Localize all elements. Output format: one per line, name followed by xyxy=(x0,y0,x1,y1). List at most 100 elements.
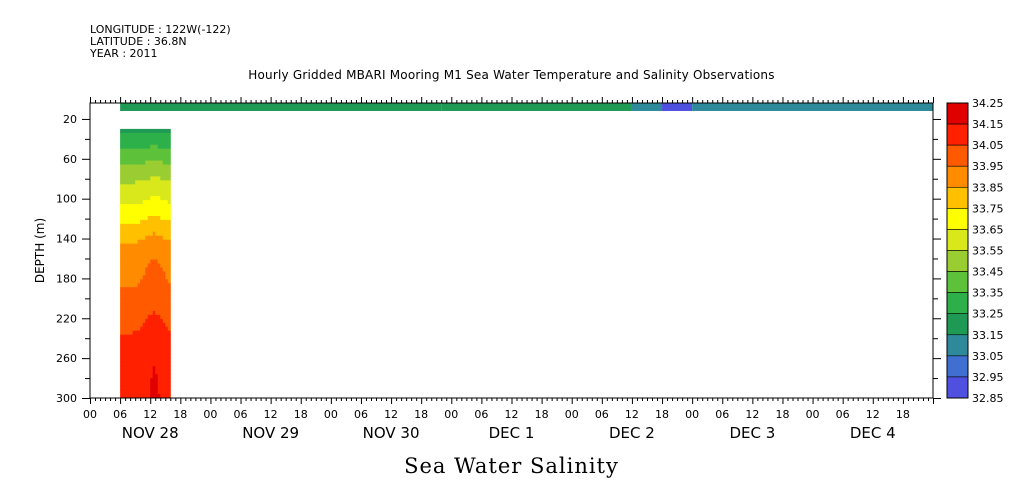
profile-cell xyxy=(152,358,156,363)
profile-cell xyxy=(167,346,171,352)
profile-cell xyxy=(135,366,139,371)
profile-cell xyxy=(162,156,166,162)
profile-cell xyxy=(157,279,161,284)
profile-cell xyxy=(165,219,169,225)
profile-cell xyxy=(120,140,124,146)
profile-cell xyxy=(167,140,171,146)
profile-cell xyxy=(152,314,156,320)
profile-cell xyxy=(150,263,154,268)
profile-cell xyxy=(150,295,154,300)
profile-cell xyxy=(137,275,141,280)
profile-cell xyxy=(122,239,126,245)
profile-cell xyxy=(122,271,126,276)
x-day-label: DEC 2 xyxy=(609,424,655,442)
profile-cell xyxy=(132,227,136,233)
profile-cell xyxy=(135,208,139,213)
profile-cell xyxy=(157,390,161,395)
profile-cell xyxy=(120,231,124,237)
profile-cell xyxy=(152,148,156,154)
x-hour-label: 06 xyxy=(354,408,368,421)
profile-cell xyxy=(127,215,131,221)
profile-cell xyxy=(125,259,129,264)
profile-cell xyxy=(155,295,159,300)
profile-cell xyxy=(140,164,144,169)
profile-cell xyxy=(130,342,134,348)
profile-cell xyxy=(147,259,151,264)
profile-cell xyxy=(160,390,164,395)
profile-cell xyxy=(120,346,124,352)
profile-cell xyxy=(145,212,149,217)
profile-cell xyxy=(125,184,129,189)
profile-cell xyxy=(142,303,146,308)
profile-cell xyxy=(140,338,144,344)
profile-cell xyxy=(155,275,159,280)
profile-cell xyxy=(120,295,124,300)
profile-cell xyxy=(130,251,134,257)
profile-cell xyxy=(132,386,136,391)
profile-cell xyxy=(140,306,144,312)
profile-cell xyxy=(142,247,146,253)
profile-cell xyxy=(137,192,141,197)
profile-cell xyxy=(140,128,144,134)
profile-cell xyxy=(127,374,131,379)
profile-cell xyxy=(157,291,161,296)
profile-cell xyxy=(127,338,131,344)
profile-cell xyxy=(142,275,146,280)
profile-cell xyxy=(142,140,146,146)
profile-cell xyxy=(155,287,159,292)
profile-cell xyxy=(122,156,126,162)
profile-cell xyxy=(147,334,151,340)
profile-cell xyxy=(165,358,169,363)
profile-cell xyxy=(125,251,129,257)
profile-cell xyxy=(127,255,131,260)
profile-cell xyxy=(140,132,144,138)
profile-cell xyxy=(162,172,166,177)
profile-cell xyxy=(135,188,139,193)
profile-cell xyxy=(145,243,149,249)
profile-cell xyxy=(120,160,124,166)
x-hour-label: 18 xyxy=(775,408,789,421)
profile-cell xyxy=(127,334,131,340)
y-tick-label: 20 xyxy=(63,113,77,126)
profile-cell xyxy=(120,148,124,154)
profile-cell xyxy=(142,208,146,213)
profile-cell xyxy=(167,271,171,276)
profile-cell xyxy=(147,310,151,316)
profile-cell xyxy=(122,275,126,280)
x-hour-label: 00 xyxy=(83,408,97,421)
profile-cell xyxy=(132,283,136,288)
profile-cell xyxy=(162,136,166,142)
profile-cell xyxy=(137,330,141,336)
profile-cell xyxy=(147,358,151,363)
profile-cell xyxy=(147,251,151,257)
profile-cell xyxy=(150,394,154,399)
surface-cell xyxy=(631,103,663,111)
profile-cell xyxy=(147,346,151,352)
profile-cell xyxy=(122,231,126,237)
profile-cell xyxy=(135,223,139,229)
profile-cell xyxy=(122,140,126,146)
profile-cell xyxy=(130,140,134,146)
profile-cell xyxy=(145,275,149,280)
profile-cell xyxy=(125,200,129,205)
profile-cell xyxy=(167,374,171,379)
profile-cell xyxy=(150,219,154,225)
x-hour-label: 18 xyxy=(655,408,669,421)
profile-cell xyxy=(147,287,151,292)
profile-cell xyxy=(127,176,131,181)
profile-cell xyxy=(120,235,124,241)
profile-cell xyxy=(135,128,139,134)
profile-cell xyxy=(157,144,161,150)
profile-cell xyxy=(152,219,156,225)
profile-cell xyxy=(157,382,161,387)
profile-cell xyxy=(142,366,146,371)
profile-cell xyxy=(147,362,151,367)
profile-cell xyxy=(127,140,131,146)
profile-cell xyxy=(130,390,134,395)
profile-cell xyxy=(137,219,141,225)
profile-cell xyxy=(150,342,154,348)
colorbar-label: 33.75 xyxy=(972,202,1004,215)
profile-cell xyxy=(150,358,154,363)
profile-cell xyxy=(145,239,149,245)
profile-cell xyxy=(120,204,124,209)
